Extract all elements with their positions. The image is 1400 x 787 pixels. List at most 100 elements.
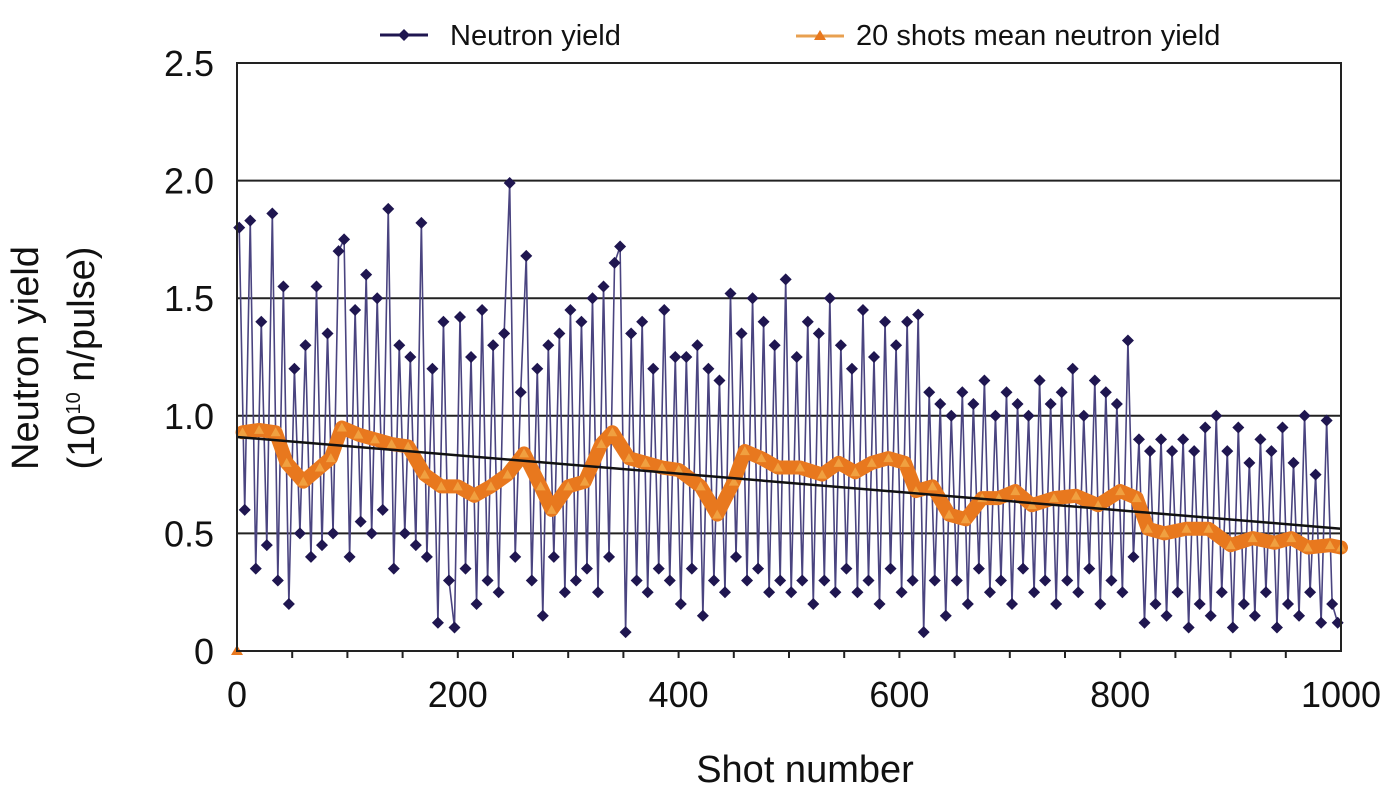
legend-yield-label: Neutron yield <box>450 20 621 52</box>
yield-point <box>1028 586 1041 599</box>
mean-point <box>657 462 668 472</box>
mean-point <box>1142 523 1153 533</box>
yield-point <box>1270 621 1283 634</box>
yield-point <box>956 386 969 399</box>
yield-point <box>1309 468 1322 481</box>
mean-point <box>1225 540 1236 550</box>
yield-point <box>1193 597 1206 610</box>
yield-point <box>420 550 433 563</box>
y-tick-label: 0 <box>194 631 214 672</box>
yield-point <box>868 351 881 363</box>
yield-point <box>1287 456 1300 469</box>
y-unit-exponent: 10 <box>63 392 85 414</box>
yield-point <box>713 374 726 387</box>
yield-point <box>575 315 588 328</box>
yield-point <box>1061 574 1074 587</box>
mean-point <box>866 457 877 467</box>
yield-point <box>558 586 571 599</box>
yield-point <box>663 574 676 587</box>
mean-point <box>817 469 828 479</box>
mean-point <box>772 462 783 472</box>
mean-point <box>1131 493 1142 503</box>
yield-point <box>1000 386 1013 399</box>
yield-point <box>387 562 400 575</box>
yield-point <box>476 303 489 316</box>
yield-point <box>492 586 505 599</box>
mean-point <box>623 453 634 463</box>
yield-point <box>1033 374 1046 387</box>
series-neutron-yield <box>233 176 1344 639</box>
mean-point <box>883 453 894 463</box>
yield-point <box>415 216 428 229</box>
mean-point <box>1286 533 1297 543</box>
yield-point <box>823 292 836 305</box>
mean-point <box>1159 528 1170 538</box>
yield-point <box>1077 409 1090 422</box>
yield-point <box>1017 562 1030 575</box>
yield-point <box>785 586 798 599</box>
yield-point <box>332 245 345 258</box>
yield-point <box>525 574 538 587</box>
mean-point <box>1302 542 1313 552</box>
yield-point <box>547 550 560 563</box>
yield-point <box>1320 414 1333 427</box>
yield-point <box>1110 398 1123 411</box>
yield-point <box>409 539 422 552</box>
mean-point <box>596 439 607 449</box>
yield-point <box>249 562 262 575</box>
yield-point <box>669 351 682 363</box>
mean-point <box>1026 500 1037 510</box>
yield-point <box>818 574 831 587</box>
x-tick-label: 800 <box>1090 674 1150 715</box>
yield-point <box>950 574 963 587</box>
yield-point <box>1282 597 1295 610</box>
yield-point <box>641 586 654 599</box>
mean-point <box>353 429 364 439</box>
mean-point <box>502 469 513 479</box>
yield-point <box>1055 386 1068 399</box>
yield-point <box>730 550 743 563</box>
mean-point <box>403 441 414 451</box>
yield-point <box>431 616 444 629</box>
x-tick-label: 1000 <box>1301 674 1381 715</box>
yield-point <box>1177 433 1190 446</box>
yield-point <box>1132 433 1145 446</box>
yield-point <box>923 386 936 399</box>
yield-point <box>569 574 582 587</box>
yield-point <box>917 626 930 639</box>
yield-point <box>266 207 279 220</box>
yield-point <box>608 256 621 269</box>
mean-point <box>712 509 723 519</box>
y-tick-label: 2.5 <box>164 43 214 84</box>
yield-point <box>901 315 914 328</box>
yield-point <box>255 315 268 328</box>
mean-point <box>927 481 938 491</box>
yield-line <box>238 182 1339 633</box>
mean-point <box>237 427 248 437</box>
yield-point <box>1044 398 1057 411</box>
yield-point <box>244 214 257 227</box>
yield-point <box>465 351 478 363</box>
mean-point <box>325 453 336 463</box>
mean-point <box>899 457 910 467</box>
yield-point <box>989 409 1002 422</box>
mean-point <box>270 427 281 437</box>
yield-point <box>707 574 720 587</box>
yield-point <box>636 315 649 328</box>
yield-point <box>1204 609 1217 622</box>
plot-frame <box>236 62 1342 652</box>
yield-point <box>1293 609 1306 622</box>
yield-point <box>1210 409 1223 422</box>
yield-point <box>658 303 671 316</box>
yield-point <box>586 292 599 305</box>
yield-point <box>625 327 638 340</box>
y-unit-prefix: (10 <box>61 415 103 470</box>
yield-point <box>939 609 952 622</box>
yield-point <box>1127 550 1140 563</box>
yield-point <box>437 315 450 328</box>
mean-point <box>314 462 325 472</box>
yield-point <box>945 409 958 422</box>
yield-point <box>873 597 886 610</box>
mean-point <box>833 457 844 467</box>
yield-point <box>1276 421 1289 434</box>
